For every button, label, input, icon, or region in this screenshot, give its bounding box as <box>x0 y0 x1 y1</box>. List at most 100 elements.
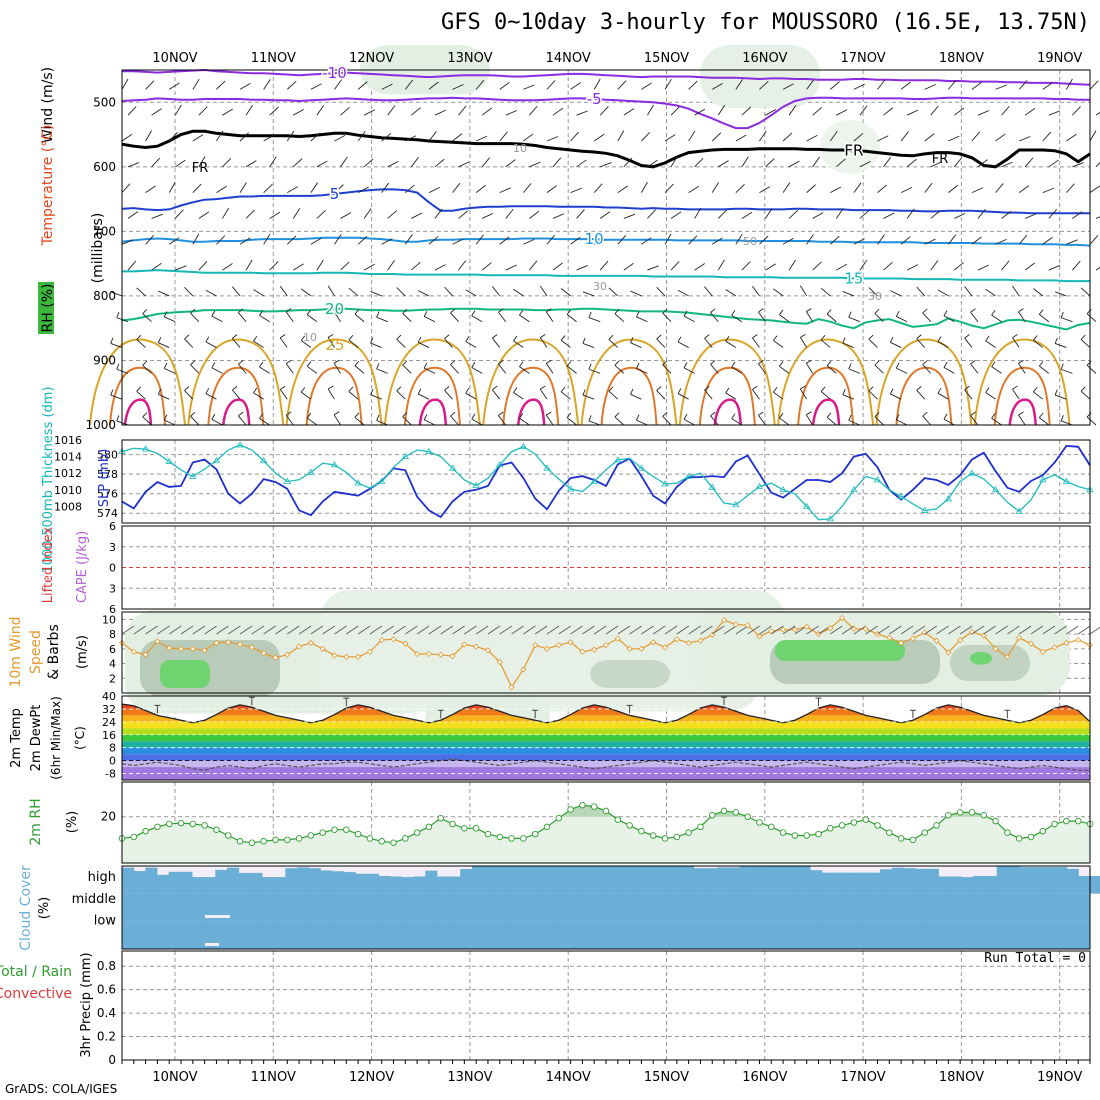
wind-barb <box>286 80 297 90</box>
isotherm-30 <box>502 366 560 426</box>
wind-barb <box>1066 78 1073 90</box>
wind-barb <box>623 262 634 271</box>
wind-barb <box>779 365 790 374</box>
wind-barb-flag <box>327 385 334 390</box>
cloud-bar-middle <box>203 893 216 922</box>
cloud-bar-middle <box>985 893 998 922</box>
wind-barb <box>1033 391 1044 400</box>
wind-speed-point <box>260 650 267 657</box>
cloud-bar-middle <box>273 893 286 922</box>
wind-barb <box>853 238 865 245</box>
wind-barb <box>608 287 619 297</box>
cloud-bar-high <box>635 866 648 894</box>
wind-barb-flag <box>300 335 306 341</box>
surface-wind-barb <box>924 625 937 635</box>
wind-barb <box>475 184 486 193</box>
wind-barb <box>1072 260 1081 271</box>
cloud-bar-low <box>798 921 811 949</box>
wind-barb <box>1001 161 1013 168</box>
surface-wind-barb <box>381 625 394 635</box>
wind-barb <box>906 158 917 168</box>
surface-wind-barb <box>310 625 324 635</box>
wind-barb <box>566 313 577 323</box>
wind-barb <box>340 156 348 168</box>
surface-wind-barb <box>1077 625 1091 635</box>
wind-barb <box>499 131 508 142</box>
wind-barb <box>145 235 154 245</box>
wind-barb <box>883 212 895 219</box>
wind-barb <box>357 81 368 90</box>
wind-barb <box>964 389 973 400</box>
cloud-bar-high <box>215 869 228 894</box>
rh-point <box>791 832 799 839</box>
wind-barb <box>971 131 981 142</box>
wind-barb <box>546 185 557 194</box>
ylabel-rh: RH (%) <box>40 284 56 333</box>
cloud-bar-middle <box>833 893 846 922</box>
wind-barb <box>465 341 477 348</box>
wind-speed-point <box>638 645 645 652</box>
cloud-bar-high <box>308 868 321 894</box>
wind-barb <box>245 209 255 219</box>
cloud-bar-high <box>1055 867 1068 894</box>
wind-barb <box>492 337 501 348</box>
wind-barb <box>853 182 862 193</box>
cloud-bar-middle <box>635 893 648 922</box>
wind-barb <box>670 261 680 271</box>
ylabel-slp: SLP (mb) <box>97 449 112 508</box>
wind-barb <box>465 289 477 297</box>
wind-barb <box>848 316 861 323</box>
cloud-bar-high <box>623 866 636 894</box>
cloud-bar-middle <box>320 893 333 922</box>
cloud-bar-middle <box>541 893 555 922</box>
wind-barb <box>286 130 295 142</box>
surface-wind-barb <box>428 625 442 635</box>
temp-band <box>122 747 1090 755</box>
wind-barb <box>333 311 341 322</box>
slp-point <box>590 477 598 484</box>
rh-point <box>685 829 692 836</box>
cloud-bar-high <box>903 868 916 894</box>
rh-point <box>1051 820 1058 828</box>
wind-barb-flag <box>1018 359 1024 364</box>
rh-area-high <box>560 805 987 817</box>
cloud-bar-high <box>390 876 403 894</box>
wind-barb-flag <box>677 336 682 343</box>
wind-barb-flag <box>1012 385 1018 390</box>
wind-barb <box>519 366 530 374</box>
slp-point <box>236 441 244 448</box>
wind-barb <box>239 237 251 245</box>
wind-barb <box>523 133 534 142</box>
cloud-bar-low <box>1031 921 1044 949</box>
isotherm-35 <box>811 398 841 426</box>
wind-barb <box>552 107 564 116</box>
rh-point <box>779 829 787 836</box>
wind-speed-point <box>591 646 598 653</box>
rh-point <box>602 807 610 815</box>
wind-barb <box>560 288 571 297</box>
wind-barb <box>387 260 395 271</box>
wind-barb <box>404 234 413 245</box>
ytick-thickness: 576 <box>97 488 118 501</box>
rh-point <box>531 830 539 838</box>
ytick-li: 6 <box>109 603 116 616</box>
wind-barb <box>211 418 223 426</box>
wind-barb <box>1089 130 1097 142</box>
ytick-upper: 1000 <box>85 418 116 432</box>
wind-barb <box>704 286 713 297</box>
wind-barb-flag <box>662 360 668 366</box>
rh-shade-high <box>160 660 210 688</box>
cloud-bar-high <box>891 867 904 894</box>
wind-barb <box>222 263 233 271</box>
isotherm-25 <box>187 338 285 426</box>
cloud-gap <box>205 943 219 946</box>
wind-barb <box>670 106 680 116</box>
wind-barb-flag <box>943 310 948 316</box>
rh-point <box>402 835 409 842</box>
surface-wind-barb <box>287 625 300 635</box>
rh-point <box>461 825 468 832</box>
isotherm-30 <box>600 366 658 426</box>
rh-point <box>343 826 350 833</box>
wind-barb <box>582 394 595 400</box>
wind-speed-point <box>1027 640 1035 647</box>
